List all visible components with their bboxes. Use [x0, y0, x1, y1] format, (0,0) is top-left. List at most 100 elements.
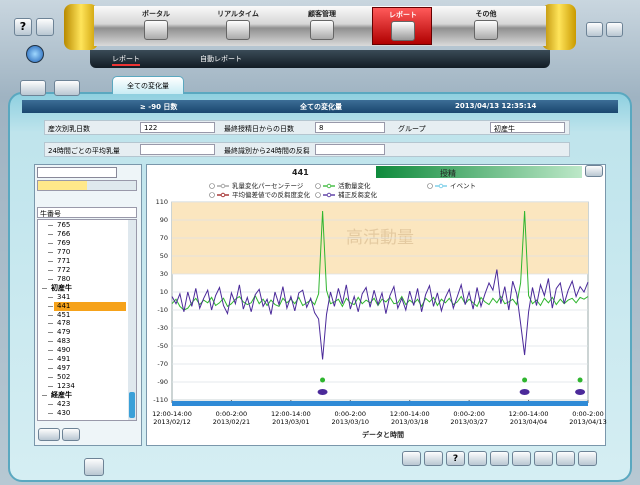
- tree-line: [48, 359, 53, 361]
- nav-tab-label: ポータル: [142, 10, 170, 18]
- sub-tab[interactable]: レポート: [112, 54, 140, 66]
- nav-icon: [391, 21, 415, 41]
- tab[interactable]: 全ての変化量: [112, 76, 184, 94]
- list-item[interactable]: 769: [57, 238, 71, 247]
- x-tick-label: 12:00-14:00 2013/03/18: [389, 410, 430, 426]
- back-button[interactable]: [585, 165, 603, 177]
- toolbar-button[interactable]: [556, 451, 575, 466]
- nav-cap: [542, 4, 576, 50]
- nav-tab[interactable]: リアルタイム: [208, 7, 268, 45]
- info-value: 122: [140, 122, 215, 133]
- event-icon: [577, 377, 583, 383]
- window-button[interactable]: [606, 22, 623, 37]
- scrollbar[interactable]: [128, 220, 136, 420]
- list-item[interactable]: 423: [57, 400, 71, 408]
- toolbar-button[interactable]: [424, 451, 443, 466]
- scroll-thumb[interactable]: [129, 392, 135, 418]
- y-tick-label: 110: [156, 198, 168, 206]
- toolbar-button[interactable]: [490, 451, 509, 466]
- list-item[interactable]: 780: [57, 274, 71, 283]
- tree-line: [48, 341, 53, 343]
- tree-line: [48, 225, 53, 226]
- x-tick-label: 0:00-2:00 2013/02/21: [212, 410, 251, 426]
- list-item[interactable]: 341: [57, 292, 71, 301]
- toolbar-button[interactable]: [468, 451, 487, 466]
- sidebar-button[interactable]: [38, 428, 60, 441]
- tree-line: [48, 251, 53, 253]
- filter-tabs[interactable]: [37, 180, 137, 191]
- legend-marker: [220, 183, 226, 189]
- list-item[interactable]: 497: [57, 364, 71, 373]
- list-item[interactable]: 765: [57, 221, 71, 229]
- event-icon: [522, 377, 528, 383]
- tree-line: [48, 368, 53, 370]
- sidebar-button[interactable]: [62, 428, 80, 441]
- list-item[interactable]: 初産牛: [51, 283, 72, 292]
- list-item[interactable]: 479: [57, 328, 71, 337]
- list-item[interactable]: 771: [57, 256, 71, 265]
- list-item[interactable]: 490: [57, 346, 71, 355]
- window-button[interactable]: [586, 22, 603, 37]
- search-box[interactable]: [37, 167, 117, 178]
- cow-list: 765 766 769 770 771 772 780 初産牛 341 441 451 478 479 4…: [37, 219, 137, 421]
- nav-bar: ポータル リアルタイム 顧客管理 レポート その他: [94, 6, 546, 46]
- nav-tab[interactable]: 顧客管理: [292, 7, 352, 45]
- list-item[interactable]: 451: [57, 310, 71, 319]
- list-item[interactable]: 441: [54, 301, 126, 311]
- status-bar: [376, 166, 582, 178]
- list-item[interactable]: 経産牛: [51, 391, 72, 400]
- exit-button[interactable]: [84, 458, 104, 476]
- x-tick-label: 0:00-2:00 2013/03/10: [331, 410, 370, 426]
- list-item[interactable]: 478: [57, 319, 71, 328]
- sub-tab[interactable]: 自動レポート: [200, 55, 242, 63]
- nav-tab[interactable]: ポータル: [126, 7, 186, 45]
- toolbar-button[interactable]: [512, 451, 531, 466]
- toolbar-button[interactable]: [578, 451, 597, 466]
- x-tick-label: 0:00-2:00 2013/04/13: [569, 410, 607, 426]
- nav-tab[interactable]: レポート: [372, 7, 432, 45]
- list-item[interactable]: 1234: [57, 382, 75, 391]
- list-header: 牛番号: [37, 207, 137, 218]
- help-button[interactable]: ?: [14, 18, 32, 36]
- nav-cap: [64, 4, 98, 50]
- settings-button[interactable]: [36, 18, 54, 36]
- nav-arrow[interactable]: [20, 80, 46, 96]
- info-label: 最終授精日からの日数: [224, 125, 294, 133]
- header-days: ≥ -90 日数: [140, 103, 178, 111]
- toolbar: ?: [402, 451, 602, 467]
- tree-line: [42, 287, 47, 289]
- nav-arrow[interactable]: [54, 80, 80, 96]
- list-item[interactable]: 772: [57, 265, 71, 274]
- list-item[interactable]: 502: [57, 373, 71, 382]
- info-label: 24時間ごとの平均乳量: [48, 147, 120, 155]
- info-value: [315, 144, 385, 155]
- list-item[interactable]: 483: [57, 337, 71, 346]
- list-item[interactable]: 430: [57, 408, 71, 417]
- nav-tab-label: その他: [475, 10, 497, 18]
- list-item[interactable]: 766: [57, 229, 71, 238]
- legend-label: 活動量変化: [338, 181, 371, 190]
- x-tick-label: 12:00-14:00 2013/02/12: [152, 410, 192, 426]
- info-label: 産次別乳日数: [48, 125, 90, 133]
- legend-checkbox: [315, 183, 321, 189]
- y-tick-label: -10: [157, 306, 168, 314]
- y-tick-label: 50: [160, 252, 168, 260]
- status-light: [26, 45, 44, 63]
- info-label: グループ: [398, 125, 426, 133]
- toolbar-button[interactable]: ?: [446, 451, 465, 466]
- list-item[interactable]: 491: [57, 355, 71, 364]
- nav-tab[interactable]: その他: [456, 7, 516, 45]
- tree-line: [48, 233, 53, 235]
- event-marker: [575, 377, 586, 395]
- legend-checkbox: [209, 192, 215, 198]
- event-icon: [519, 389, 530, 395]
- x-tick-label: 12:00-14:00 2013/04/04: [508, 410, 549, 426]
- toolbar-button[interactable]: [402, 451, 421, 466]
- toolbar-button[interactable]: [534, 451, 553, 466]
- event-icon: [575, 389, 586, 395]
- event-icon: [317, 389, 328, 395]
- legend-label: 平均偏差値での反芻度変化: [232, 190, 311, 199]
- list-item[interactable]: 770: [57, 247, 71, 256]
